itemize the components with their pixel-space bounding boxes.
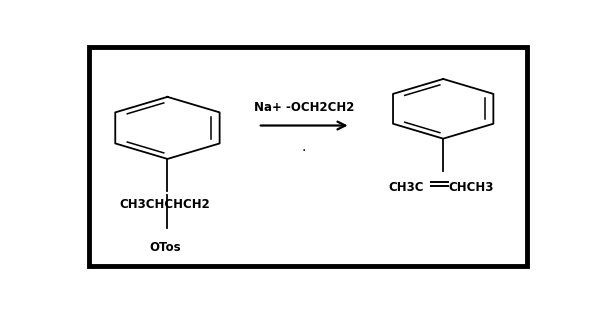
Text: .: . (302, 140, 306, 154)
Text: OTos: OTos (150, 241, 181, 254)
Text: CHCH3: CHCH3 (448, 181, 494, 194)
Text: CH3C: CH3C (388, 181, 424, 194)
Text: Na+ -OCH2CH2: Na+ -OCH2CH2 (254, 101, 355, 114)
Text: CH3CHCHCH2: CH3CHCHCH2 (120, 198, 210, 211)
